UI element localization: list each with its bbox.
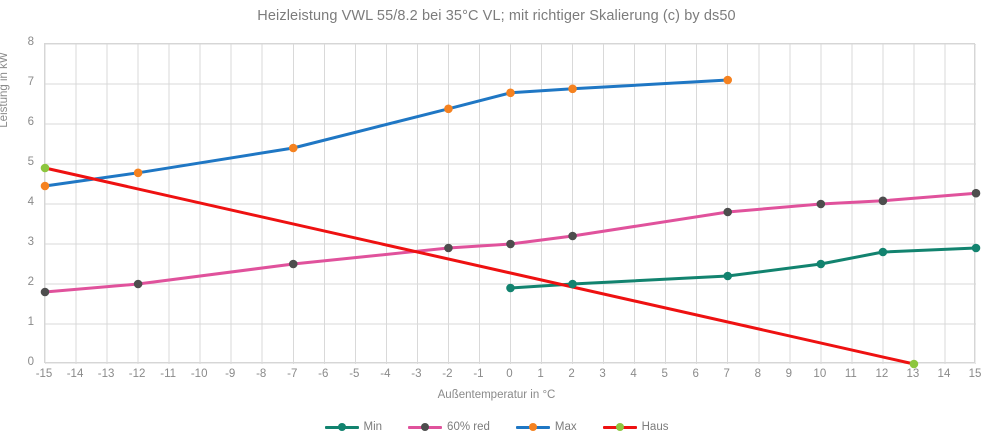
markers-60-red (40, 188, 981, 297)
x-tick-label: -15 (35, 368, 53, 380)
x-tick-label: -7 (287, 368, 298, 380)
data-point (40, 163, 50, 173)
legend-item-60-red[interactable]: 60% red (408, 421, 490, 433)
legend-item-min[interactable]: Min (324, 421, 383, 433)
data-point (816, 199, 826, 209)
x-tick-label: 9 (785, 368, 792, 380)
data-point (723, 75, 733, 85)
x-tick-label: 0 (506, 368, 513, 380)
x-tick-label: -11 (160, 368, 177, 380)
series-min (509, 246, 978, 290)
data-point (506, 283, 515, 293)
x-tick-label: -14 (66, 368, 84, 380)
y-axis-label: Leistung in kW (0, 52, 10, 128)
y-tick-label: 5 (27, 156, 34, 168)
x-tick-label: 10 (813, 368, 827, 380)
series-60-red (43, 191, 978, 294)
x-tick-label: 15 (968, 368, 982, 380)
x-tick-label: 14 (937, 368, 951, 380)
legend-item-haus[interactable]: Haus (602, 421, 669, 433)
x-tick-label: -9 (225, 368, 236, 380)
x-tick-label: -13 (97, 368, 115, 380)
y-tick-label: 6 (27, 116, 34, 128)
legend-swatch-icon (408, 421, 443, 433)
data-point (40, 181, 50, 191)
chart-title: Heizleistung VWL 55/8.2 bei 35°C VL; mit… (257, 8, 736, 24)
x-tick-label: -4 (380, 368, 391, 380)
markers-max (40, 75, 733, 191)
x-tick-label: -8 (256, 368, 267, 380)
plot-area (40, 43, 981, 369)
x-tick-label: -1 (473, 368, 484, 380)
legend-label: Haus (641, 421, 669, 433)
x-tick-label: 2 (568, 368, 575, 380)
markers-haus (40, 163, 919, 369)
y-tick-label: 1 (27, 316, 34, 328)
series-layer (40, 75, 981, 369)
data-point (288, 143, 298, 153)
markers-min (506, 243, 981, 293)
series-haus (43, 166, 916, 366)
x-tick-label: -6 (318, 368, 329, 380)
data-point (723, 271, 733, 281)
data-point (971, 188, 981, 198)
x-tick-label: 13 (906, 368, 920, 380)
data-point (568, 231, 577, 241)
y-tick-label: 0 (27, 356, 34, 368)
y-tick-label: 8 (27, 36, 34, 48)
x-tick-label: 3 (599, 368, 606, 380)
data-point (444, 104, 453, 114)
legend-swatch-icon (515, 421, 550, 433)
data-point (971, 243, 981, 253)
data-point (909, 359, 919, 369)
x-tick-label: 5 (661, 368, 668, 380)
x-tick-label: 4 (630, 368, 637, 380)
y-tick-label: 3 (27, 236, 34, 248)
y-tick-label: 2 (27, 276, 34, 288)
data-point (40, 287, 50, 297)
x-tick-label: 12 (875, 368, 889, 380)
x-tick-label: 11 (844, 368, 857, 380)
legend-swatch-icon (602, 421, 637, 433)
data-point (133, 279, 143, 289)
legend-label: Min (363, 421, 383, 433)
series-max (43, 78, 730, 188)
data-point (723, 207, 733, 217)
x-tick-label: -5 (349, 368, 360, 380)
legend-label: Max (554, 421, 577, 433)
data-point (444, 243, 453, 253)
data-point (878, 247, 888, 257)
legend-swatch-icon (324, 421, 359, 433)
data-point (506, 239, 515, 249)
x-tick-label: 7 (723, 368, 730, 380)
data-point (506, 88, 515, 98)
x-tick-label: 1 (537, 368, 544, 380)
data-point (878, 196, 888, 206)
x-axis-label: Außentemperatur in °C (437, 389, 556, 401)
y-tick-label: 7 (27, 76, 34, 88)
legend-item-max[interactable]: Max (515, 421, 577, 433)
chart-legend: Min 60% red Max Haus (0, 421, 993, 433)
x-tick-label: -12 (128, 368, 146, 380)
data-point (288, 259, 298, 269)
data-point (568, 279, 577, 289)
y-tick-label: 4 (27, 196, 34, 208)
x-tick-label: -3 (411, 368, 422, 380)
data-point (816, 259, 826, 269)
legend-label: 60% red (447, 421, 490, 433)
x-tick-label: 6 (692, 368, 699, 380)
x-tick-label: 8 (754, 368, 761, 380)
data-point (568, 84, 577, 94)
x-tick-label: -10 (190, 368, 208, 380)
data-point (133, 168, 143, 178)
x-tick-label: -2 (442, 368, 453, 380)
